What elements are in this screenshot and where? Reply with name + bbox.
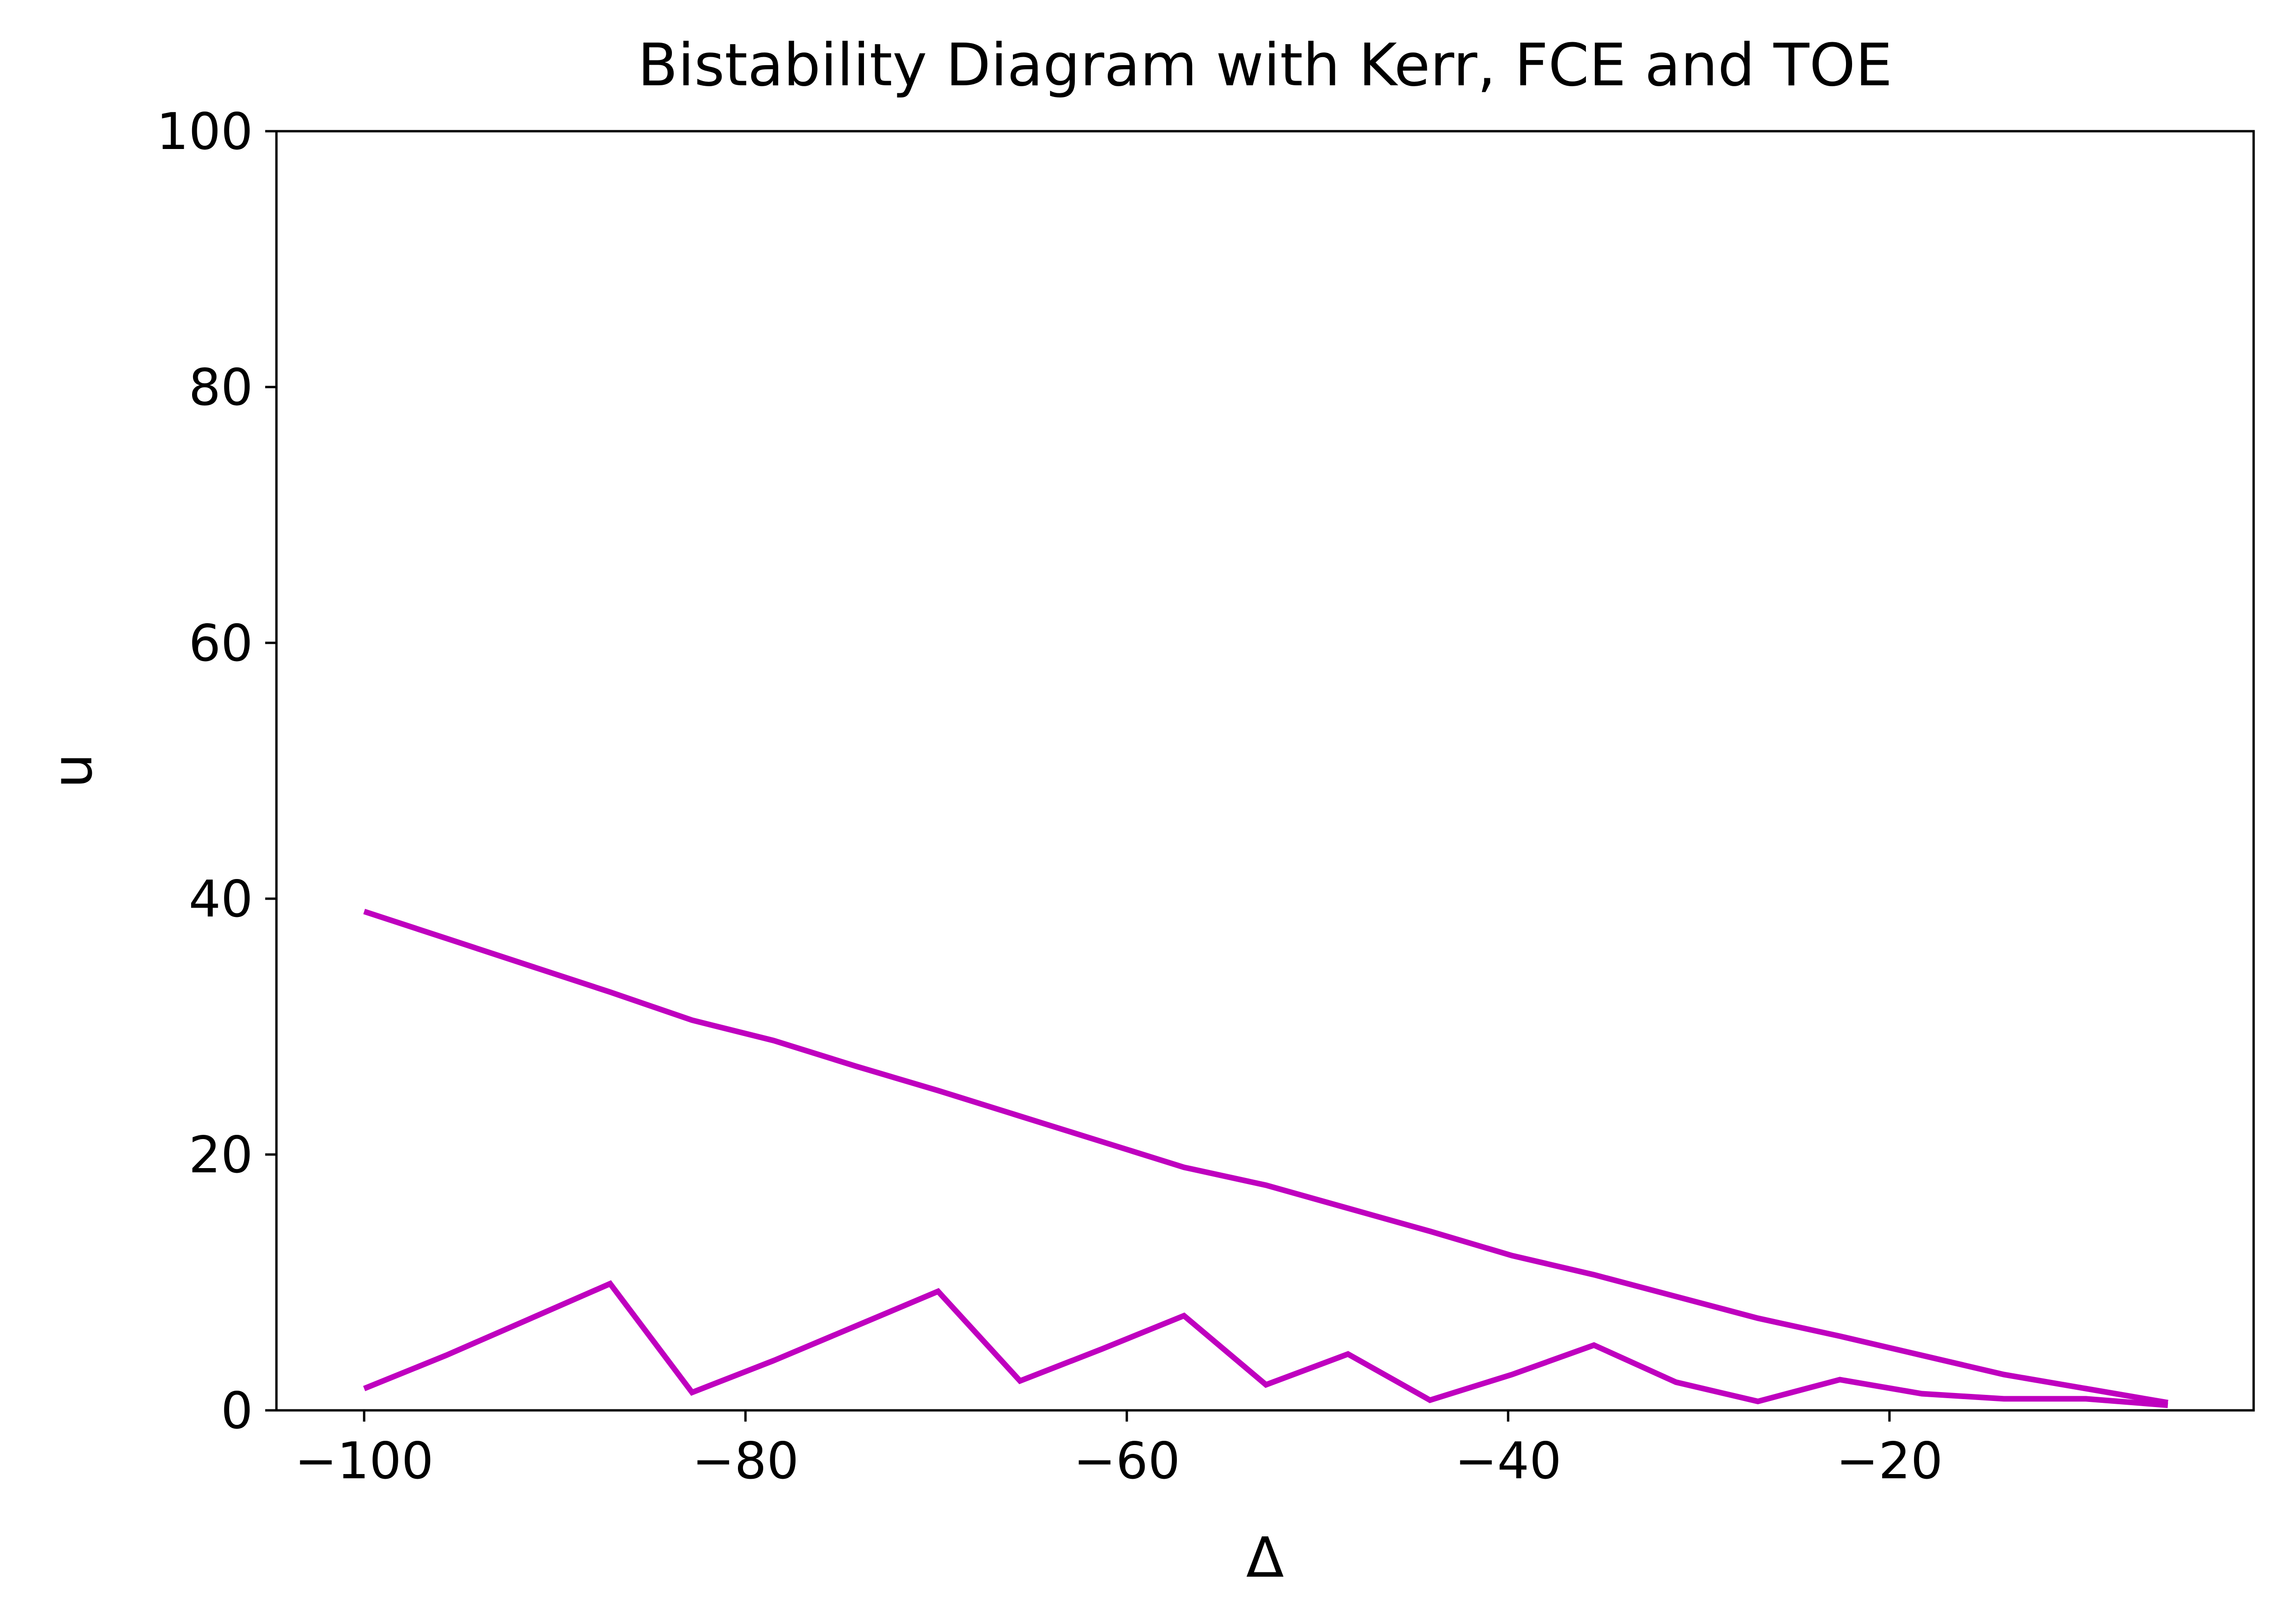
x-tick-label: −80 <box>692 1432 799 1490</box>
y-tick-label: 0 <box>221 1382 253 1440</box>
y-tick-label: 20 <box>189 1126 253 1184</box>
plot-frame <box>275 130 2255 1412</box>
series-line-2 <box>363 1280 2168 1408</box>
x-tick-label: −100 <box>295 1432 434 1490</box>
y-tick-label: 100 <box>156 103 253 161</box>
y-tick-label: 40 <box>189 870 253 929</box>
y-axis: 0 20 40 60 80 100 <box>156 103 276 1440</box>
y-tick-label: 80 <box>189 358 253 417</box>
y-axis-label: u <box>40 753 104 789</box>
series-line-1 <box>363 909 2168 1406</box>
x-tick-label: −60 <box>1073 1432 1180 1490</box>
x-tick-label: −20 <box>1836 1432 1943 1490</box>
series-layer <box>363 909 2168 1408</box>
chart-title: Bistability Diagram with Kerr, FCE and T… <box>638 31 1892 99</box>
x-axis-label: Δ <box>1246 1525 1284 1590</box>
x-axis: −100 −80 −60 −40 −20 <box>295 1410 1943 1490</box>
x-tick-label: −40 <box>1455 1432 1562 1490</box>
y-tick-label: 60 <box>189 614 253 673</box>
